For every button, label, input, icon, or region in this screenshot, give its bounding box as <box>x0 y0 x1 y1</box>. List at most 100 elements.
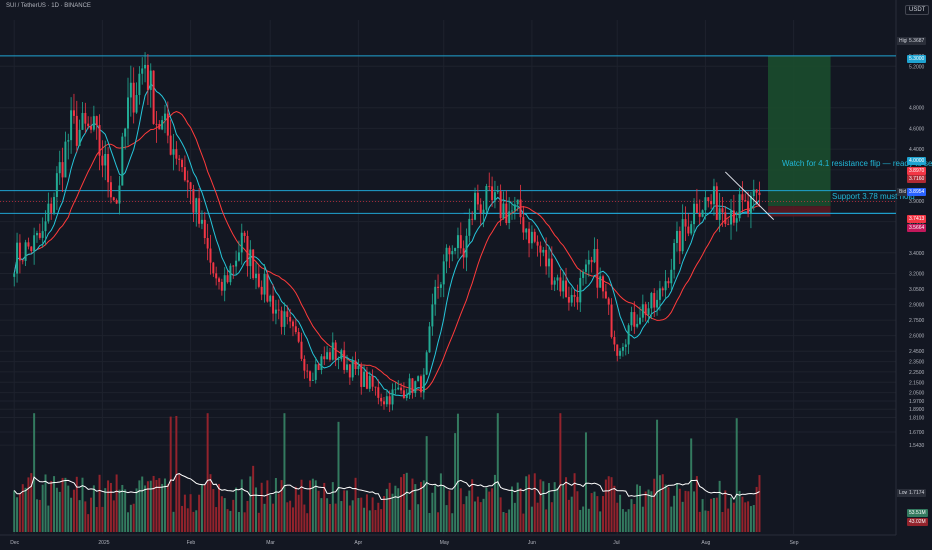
volume-bar <box>280 480 283 532</box>
volume-bar <box>437 512 440 532</box>
volume-bar <box>687 491 690 532</box>
volume-bar <box>13 490 16 532</box>
price-axis-label: 3.4000 <box>909 251 925 257</box>
candle-body <box>670 269 673 284</box>
volume-bar <box>738 490 741 532</box>
volume-bar <box>53 476 56 532</box>
candle-body <box>240 232 243 253</box>
candle-body <box>462 248 465 258</box>
candle-body <box>178 158 181 160</box>
candle-body <box>340 350 343 360</box>
volume-bar <box>371 497 374 532</box>
candle-body <box>115 200 118 204</box>
candle-body <box>402 390 405 398</box>
candle-body <box>559 277 562 292</box>
volume-bar <box>385 488 388 532</box>
candle-body <box>144 64 147 69</box>
volume-bar <box>616 502 619 532</box>
volume-bar <box>95 506 98 532</box>
support-note: Support 3.78 must hold <box>832 192 915 201</box>
candle-body <box>189 182 192 189</box>
volume-bar <box>405 472 408 532</box>
volume-bar <box>260 482 263 532</box>
candle-body <box>206 237 209 249</box>
candle-body <box>163 113 166 121</box>
volume-bar <box>550 502 553 532</box>
symbol-title[interactable]: SUI / TetherUS · 1D · BINANCE <box>6 3 91 9</box>
volume-bar <box>192 511 195 532</box>
candle-body <box>675 230 678 244</box>
volume-bar <box>678 488 681 532</box>
volume-bar <box>144 485 147 532</box>
volume-bar <box>749 506 752 532</box>
volume-bar <box>658 475 661 532</box>
volume-bar <box>673 495 676 532</box>
candle-body <box>584 264 587 272</box>
volume-bar <box>479 502 482 532</box>
candle-body <box>422 374 425 393</box>
candle-body <box>368 375 371 389</box>
volume-bar <box>732 502 735 532</box>
volume-bar <box>223 498 226 532</box>
candle-body <box>405 395 408 398</box>
volume-bar <box>630 499 633 532</box>
candle-body <box>337 359 340 361</box>
volume-bar <box>613 485 616 532</box>
volume-bar <box>624 511 627 532</box>
volume-bar <box>215 507 218 532</box>
candle-body <box>235 260 238 267</box>
volume-bar <box>138 480 141 532</box>
volume-bar <box>243 512 246 532</box>
candle-body <box>55 173 58 198</box>
volume-bar <box>593 491 596 532</box>
candle-body <box>658 288 661 300</box>
volume-bar <box>530 506 533 532</box>
candle-body <box>485 186 488 210</box>
candle-body <box>107 154 110 183</box>
candle-body <box>53 197 56 213</box>
volume-bar <box>169 416 172 532</box>
volume-bar <box>607 476 610 532</box>
volume-bar <box>141 476 144 532</box>
candle-body <box>582 271 585 278</box>
candle-body <box>286 311 289 317</box>
volume-bar <box>442 485 445 532</box>
candle-body <box>673 243 676 270</box>
volume-bar <box>195 510 198 532</box>
volume-bar <box>50 480 53 532</box>
volume-bar <box>721 512 724 532</box>
volume-bar <box>693 491 696 532</box>
candle-body <box>701 210 704 217</box>
candle-body <box>263 273 266 295</box>
candle-body <box>124 128 127 137</box>
volume-bar <box>129 504 132 532</box>
volume-bar <box>482 498 485 532</box>
volume-bar <box>459 488 462 532</box>
volume-bar <box>562 484 565 532</box>
volume-bar <box>357 497 360 532</box>
volume-bar <box>610 477 613 532</box>
candle-body <box>141 68 144 74</box>
volume-bar <box>664 484 667 532</box>
volume-bar <box>70 497 73 532</box>
volume-bar <box>92 485 95 532</box>
candle-body <box>363 371 366 387</box>
candle-body <box>220 281 223 291</box>
volume-bar <box>323 482 326 532</box>
volume-bar <box>246 500 249 532</box>
candle-body <box>516 199 519 205</box>
candle-body <box>627 325 630 345</box>
low-price-tag: 1.7174 <box>907 489 927 497</box>
candle-body <box>419 376 422 393</box>
candle-body <box>656 299 659 308</box>
candle-body <box>158 123 161 130</box>
volume-bar <box>542 481 545 532</box>
candle-body <box>371 375 374 387</box>
candle-body <box>306 370 309 372</box>
currency-selector[interactable]: USDT <box>905 5 930 15</box>
volume-bar <box>368 510 371 532</box>
candle-body <box>570 295 573 303</box>
volume-bar <box>636 484 639 532</box>
candle-body <box>621 346 624 351</box>
